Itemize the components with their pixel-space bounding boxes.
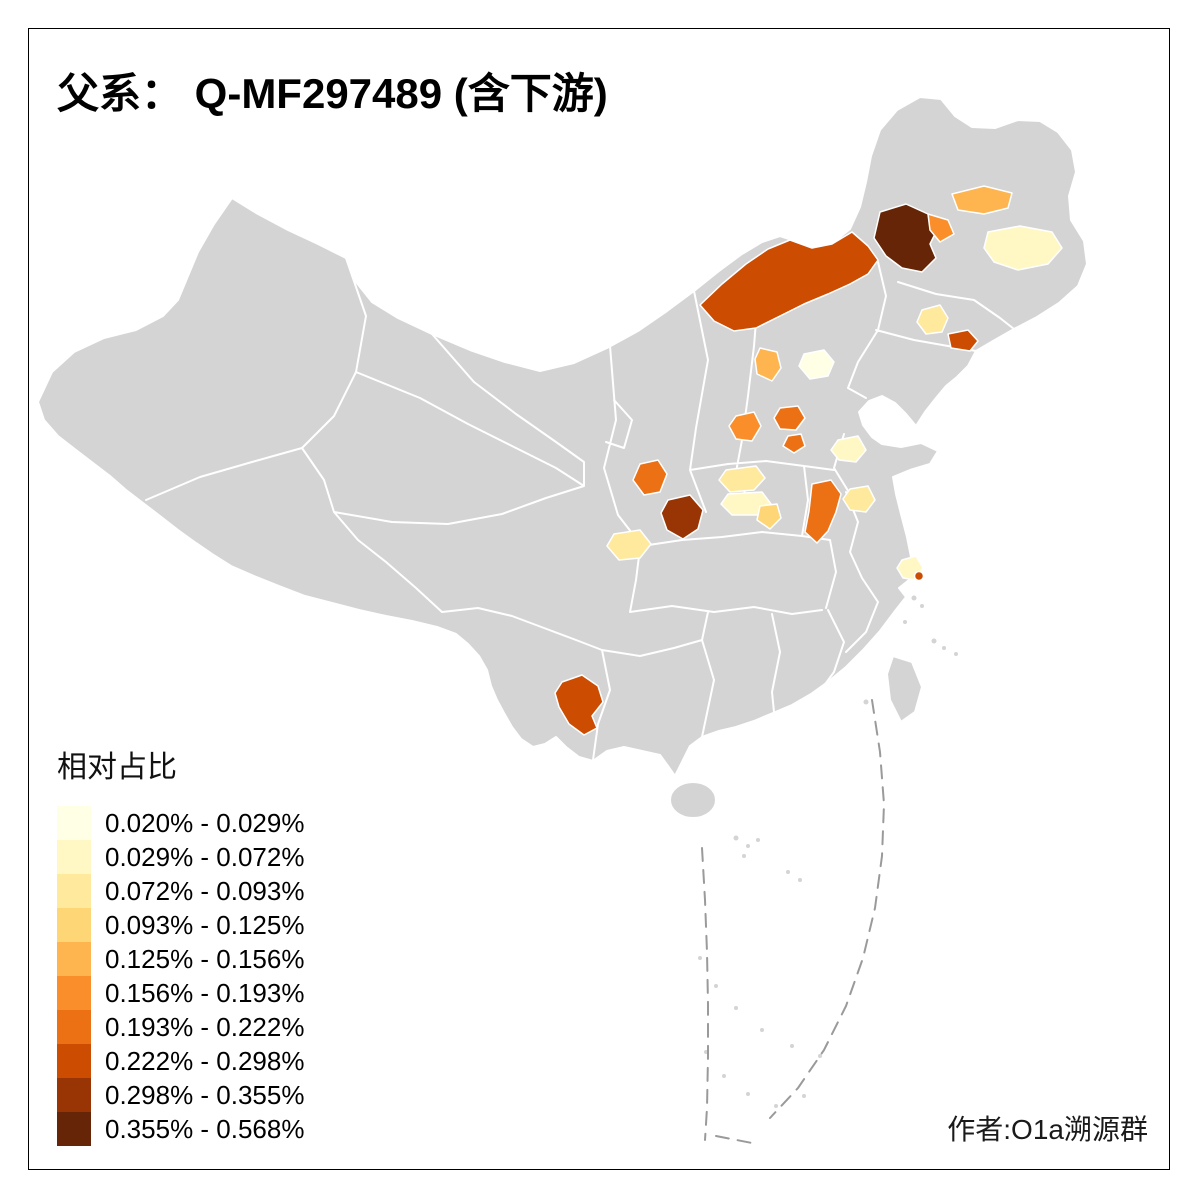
legend-swatch — [57, 1010, 91, 1044]
map-region — [983, 225, 1063, 271]
map-region — [804, 479, 842, 544]
map-region — [699, 231, 879, 332]
legend-item: 0.020% - 0.029% — [57, 806, 387, 840]
map-region — [718, 465, 766, 493]
legend-swatch — [57, 976, 91, 1010]
map-region — [927, 213, 955, 243]
legend-label: 0.029% - 0.072% — [105, 841, 305, 872]
map-region — [632, 459, 668, 496]
legend-item: 0.222% - 0.298% — [57, 1044, 387, 1078]
map-region — [754, 347, 782, 382]
legend-item: 0.156% - 0.193% — [57, 976, 387, 1010]
legend-item: 0.355% - 0.568% — [57, 1112, 387, 1146]
legend-swatch — [57, 874, 91, 908]
legend-item: 0.093% - 0.125% — [57, 908, 387, 942]
map-region — [798, 349, 835, 380]
dashed-line-south — [715, 1135, 753, 1144]
legend-swatch — [57, 942, 91, 976]
author-credit: 作者:O1a溯源群 — [947, 1114, 1148, 1145]
small-islands — [698, 595, 958, 1108]
map-layers — [37, 96, 1088, 1144]
map-region — [756, 503, 782, 530]
legend-item: 0.072% - 0.093% — [57, 874, 387, 908]
legend-label: 0.298% - 0.355% — [105, 1079, 305, 1110]
sea-dashed-boundary — [701, 699, 885, 1144]
legend-label: 0.222% - 0.298% — [105, 1045, 305, 1076]
legend-item: 0.193% - 0.222% — [57, 1010, 387, 1044]
legend-label: 0.072% - 0.093% — [105, 875, 305, 906]
choropleth-regions — [554, 185, 1063, 736]
legend-label: 0.093% - 0.125% — [105, 909, 305, 940]
page-title: 父系： Q-MF297489 (含下游) — [57, 70, 608, 117]
map-region — [606, 529, 652, 561]
map-region — [773, 405, 806, 431]
dashed-line-east — [769, 699, 885, 1119]
map-region — [728, 411, 762, 442]
legend-label: 0.125% - 0.156% — [105, 943, 305, 974]
legend-item: 0.125% - 0.156% — [57, 942, 387, 976]
legend-label: 0.355% - 0.568% — [105, 1113, 305, 1144]
province-borders — [145, 257, 1015, 761]
map-region — [873, 203, 939, 273]
legend-title: 相对占比 — [57, 751, 177, 784]
map-frame-border — [28, 28, 1170, 1170]
map-region — [660, 494, 704, 540]
map-region — [913, 570, 925, 582]
legend-swatch — [57, 1078, 91, 1112]
map-region — [830, 435, 867, 463]
legend-label: 0.156% - 0.193% — [105, 977, 305, 1008]
map-region — [554, 674, 604, 736]
legend-swatch — [57, 908, 91, 942]
legend-swatch — [57, 1044, 91, 1078]
map-region — [947, 329, 979, 352]
map-region — [916, 304, 949, 335]
map-region — [951, 185, 1013, 215]
legend-swatch — [57, 1112, 91, 1146]
legend-swatch — [57, 806, 91, 840]
taiwan-shape — [886, 655, 923, 723]
legend-swatch — [57, 840, 91, 874]
legend-item: 0.029% - 0.072% — [57, 840, 387, 874]
map-region — [842, 485, 876, 513]
hainan-shape — [669, 781, 717, 819]
legend-label: 0.020% - 0.029% — [105, 807, 305, 838]
map-region — [782, 433, 806, 454]
dashed-line-west — [701, 847, 709, 1141]
legend-label: 0.193% - 0.222% — [105, 1011, 305, 1042]
legend: 相对占比 0.020% - 0.029% 0.029% - 0.072% 0.0… — [57, 742, 387, 1146]
legend-item: 0.298% - 0.355% — [57, 1078, 387, 1112]
